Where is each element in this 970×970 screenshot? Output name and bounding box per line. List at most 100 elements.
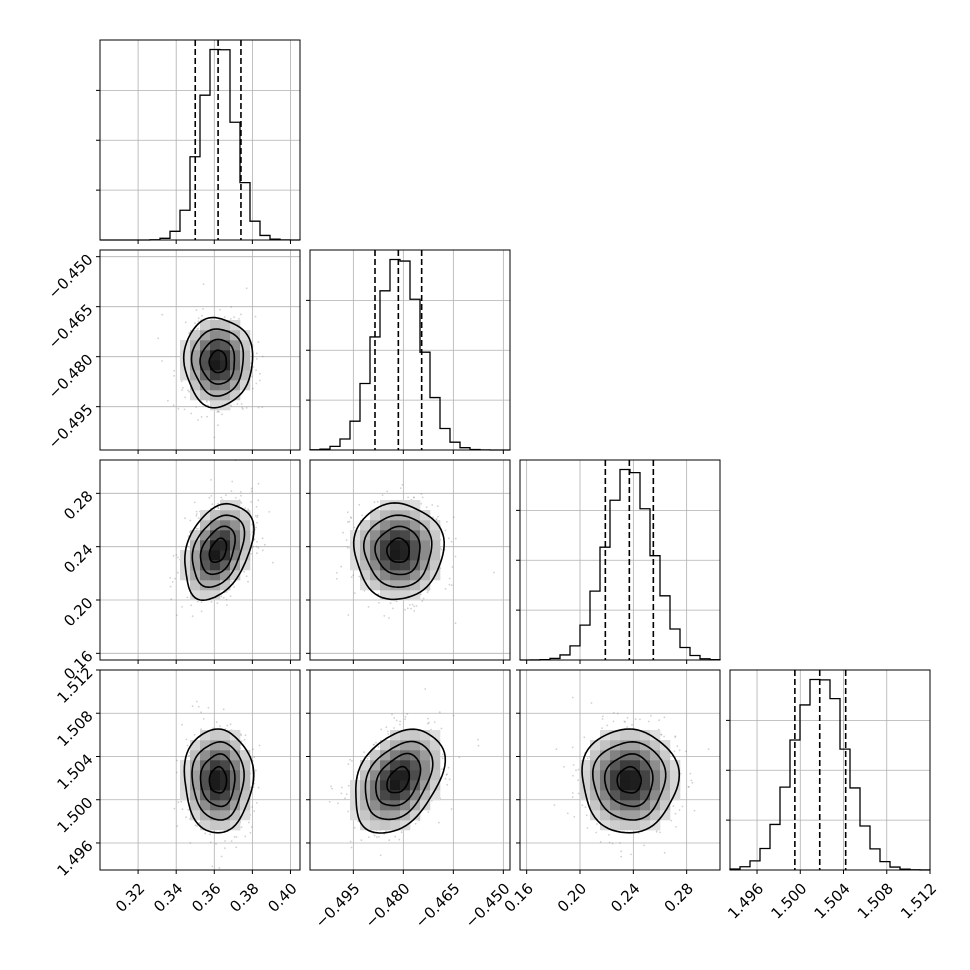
sample-point bbox=[195, 309, 198, 311]
density-cell bbox=[190, 810, 201, 821]
contour-3 bbox=[183, 728, 255, 834]
sample-point bbox=[209, 833, 212, 836]
sample-point bbox=[358, 575, 361, 578]
density-cell bbox=[190, 590, 201, 601]
density-cell bbox=[430, 770, 441, 781]
sample-point bbox=[210, 495, 213, 497]
density-cell bbox=[420, 790, 431, 801]
density-cell bbox=[220, 320, 231, 331]
sample-point bbox=[225, 494, 227, 496]
sample-point bbox=[335, 572, 338, 574]
x-tick-label: 0.34 bbox=[150, 880, 186, 916]
density-cell bbox=[600, 800, 611, 811]
density-cell bbox=[430, 540, 441, 551]
sample-point bbox=[363, 589, 366, 592]
density-cell bbox=[200, 530, 211, 541]
density-cell bbox=[360, 560, 371, 571]
density-cell bbox=[670, 760, 681, 771]
sample-point bbox=[349, 840, 352, 843]
density-cell bbox=[630, 740, 641, 751]
density-cell bbox=[240, 770, 251, 781]
sample-point bbox=[670, 819, 673, 822]
density-cell bbox=[420, 540, 431, 551]
sample-point bbox=[433, 721, 436, 723]
sample-point bbox=[216, 411, 219, 413]
density-cell bbox=[210, 400, 221, 411]
density-cell bbox=[200, 780, 211, 791]
sample-point bbox=[431, 799, 433, 802]
density-cell bbox=[420, 780, 431, 791]
density-cell bbox=[430, 790, 441, 801]
sample-point bbox=[441, 757, 444, 760]
density-cell bbox=[370, 510, 381, 521]
density-cell bbox=[200, 540, 211, 551]
sample-point bbox=[201, 314, 203, 317]
density-cell bbox=[650, 730, 661, 741]
sample-point bbox=[161, 313, 164, 316]
sample-point bbox=[200, 728, 203, 731]
density-cell bbox=[630, 790, 641, 801]
density-cell bbox=[360, 770, 371, 781]
sample-point bbox=[442, 753, 444, 756]
contour-3 bbox=[182, 316, 254, 409]
sample-point bbox=[177, 801, 180, 804]
density-cell bbox=[420, 570, 431, 581]
sample-point bbox=[643, 844, 646, 847]
sample-point bbox=[400, 831, 403, 834]
sample-point bbox=[249, 831, 252, 834]
y-tick-label: 1.508 bbox=[53, 707, 96, 750]
density-cell bbox=[410, 740, 421, 751]
density-cell bbox=[180, 570, 191, 581]
density-cell bbox=[200, 580, 211, 591]
density-cell bbox=[230, 800, 241, 811]
sample-point bbox=[571, 796, 574, 799]
sample-point bbox=[350, 846, 353, 849]
sample-point bbox=[413, 605, 415, 608]
density-cell bbox=[230, 790, 241, 801]
density-cell bbox=[240, 780, 251, 791]
density-cell bbox=[210, 560, 221, 571]
density-cell bbox=[230, 370, 241, 381]
density-cell bbox=[670, 770, 681, 781]
sample-point bbox=[208, 496, 211, 499]
sample-point bbox=[217, 502, 219, 505]
density-cell bbox=[180, 350, 191, 361]
sample-point bbox=[233, 835, 236, 838]
density-cell bbox=[390, 740, 401, 751]
sample-point bbox=[217, 410, 220, 412]
sample-point bbox=[220, 855, 223, 858]
sample-point bbox=[220, 595, 223, 598]
x-tick-label: 0.38 bbox=[226, 880, 262, 916]
density-cell bbox=[230, 510, 241, 521]
sample-point bbox=[261, 406, 264, 408]
sample-point bbox=[242, 408, 244, 410]
x-tick-label: 1.508 bbox=[854, 880, 897, 923]
sample-point bbox=[377, 745, 380, 748]
sample-point bbox=[685, 750, 687, 753]
density-cell bbox=[650, 740, 661, 751]
sample-point bbox=[408, 604, 411, 606]
density-cell bbox=[390, 790, 401, 801]
density-cell bbox=[210, 730, 221, 741]
density-cell bbox=[620, 780, 631, 791]
density-cell bbox=[380, 780, 391, 791]
density-cell bbox=[590, 760, 601, 771]
density-cell bbox=[410, 580, 421, 591]
density-cell bbox=[240, 340, 251, 351]
density-cell bbox=[420, 560, 431, 571]
sample-point bbox=[257, 546, 260, 549]
density-cell bbox=[220, 560, 231, 571]
sample-point bbox=[413, 496, 415, 499]
sample-point bbox=[174, 577, 177, 580]
panel-2-2 bbox=[516, 459, 721, 664]
density-cell bbox=[600, 820, 611, 831]
sample-point bbox=[620, 855, 623, 858]
density-cell bbox=[660, 800, 671, 811]
density-cell bbox=[190, 550, 201, 561]
density-cell bbox=[420, 550, 431, 561]
sample-point bbox=[256, 514, 259, 517]
sample-point bbox=[650, 714, 652, 717]
density-cell bbox=[210, 530, 221, 541]
density-cell bbox=[360, 580, 371, 591]
sample-point bbox=[493, 571, 495, 574]
